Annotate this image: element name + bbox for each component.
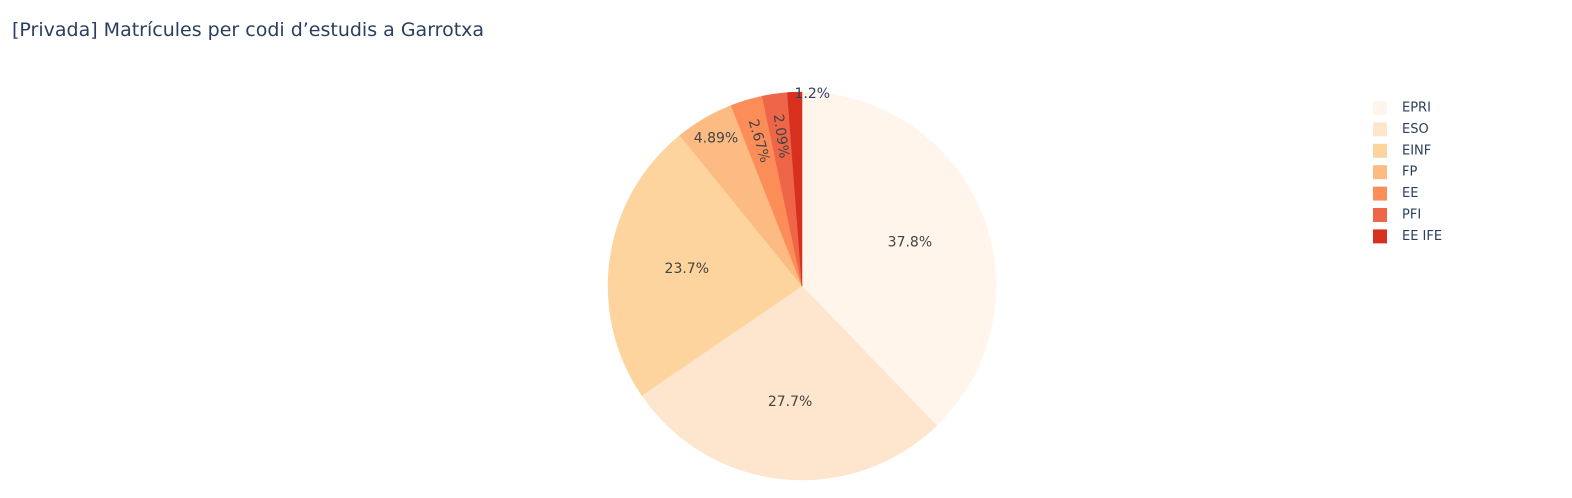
legend-swatch-pfi[interactable] — [1373, 208, 1387, 222]
pie-slice-ee-ife[interactable] — [787, 91, 803, 287]
legend-swatch-einf[interactable] — [1373, 143, 1387, 158]
slice-label-einf: 23.7% — [665, 261, 709, 277]
legend: EPRI ESO EINF FP EE PFI EE IFE — [1373, 101, 1442, 244]
slice-label-pfi: 2.09% — [770, 113, 792, 159]
slice-label-fp: 4.89% — [694, 131, 738, 147]
legend-label-fp[interactable]: FP — [1402, 165, 1417, 180]
legend-label-ee-ife[interactable]: EE IFE — [1402, 229, 1442, 244]
legend-label-eso[interactable]: ESO — [1402, 122, 1429, 137]
slice-label-epri: 37.8% — [888, 234, 932, 250]
legend-swatch-epri[interactable] — [1373, 101, 1387, 115]
pie-slice-eso[interactable] — [641, 285, 938, 481]
legend-swatch-ee-ife[interactable] — [1373, 229, 1387, 244]
pie-slices — [607, 91, 997, 481]
pie-slice-epri[interactable] — [801, 91, 997, 426]
legend-swatch-ee[interactable] — [1373, 186, 1387, 201]
chart-title: [Privada] Matrícules per codi d’estudis … — [12, 19, 484, 41]
legend-swatch-eso[interactable] — [1373, 122, 1387, 137]
legend-label-pfi[interactable]: PFI — [1402, 208, 1421, 223]
legend-swatch-fp[interactable] — [1373, 165, 1387, 180]
legend-label-ee[interactable]: EE — [1402, 186, 1418, 201]
pie-slice-einf[interactable] — [607, 134, 803, 396]
legend-label-epri[interactable]: EPRI — [1402, 101, 1431, 116]
legend-label-einf[interactable]: EINF — [1402, 143, 1431, 158]
slice-label-ee-ife: 1.2% — [795, 86, 831, 102]
slice-label-eso: 27.7% — [768, 394, 812, 410]
